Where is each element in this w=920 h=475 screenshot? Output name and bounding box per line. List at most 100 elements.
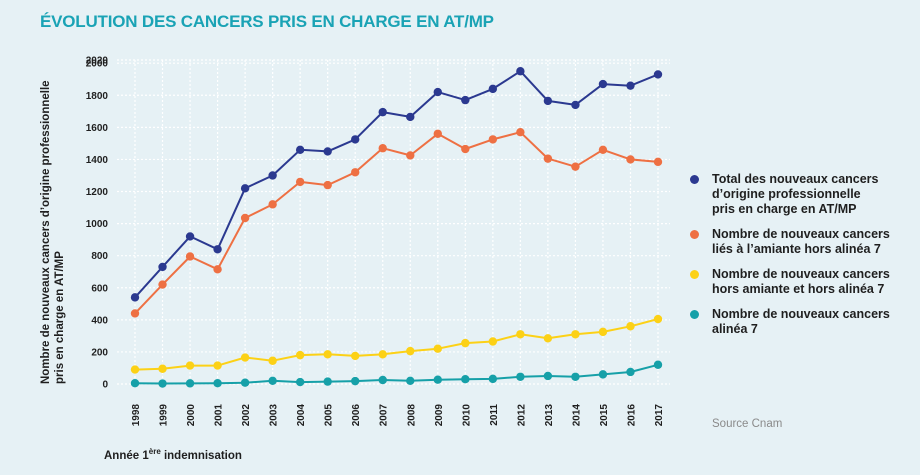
data-point xyxy=(130,293,140,302)
y-tick-label: 1600 xyxy=(86,123,109,134)
data-point xyxy=(406,112,415,122)
data-point xyxy=(323,180,332,190)
data-point xyxy=(433,129,442,138)
data-point xyxy=(295,145,305,155)
y-tick-label: 1000 xyxy=(86,219,109,230)
y-axis-label-line-2: pris en charge en AT/MP xyxy=(54,251,66,384)
x-axis-ticks: 1998 1999 2000 2001 2002 2003 2004 2005 2006 2007… xyxy=(131,404,665,427)
data-point xyxy=(571,162,580,171)
x-tick-label: 2011 xyxy=(489,404,500,426)
y-tick-label: 2000 xyxy=(86,59,109,70)
x-tick-label: 2014 xyxy=(571,404,582,427)
data-point xyxy=(461,144,470,154)
data-point xyxy=(543,96,553,106)
data-point xyxy=(130,378,140,388)
data-point xyxy=(378,350,387,359)
chart-grid xyxy=(117,59,670,385)
data-point xyxy=(571,372,580,381)
data-point xyxy=(213,265,222,274)
legend-item-total: Total des nouveaux cancers d’origine pro… xyxy=(690,172,915,217)
x-tick-label: 2000 xyxy=(186,404,197,427)
data-point xyxy=(240,184,250,193)
legend-label-total: Total des nouveaux cancers d’origine pro… xyxy=(712,172,879,216)
data-point xyxy=(653,70,663,79)
data-point xyxy=(295,377,305,387)
data-point xyxy=(488,337,498,346)
data-point xyxy=(406,346,415,356)
x-tick-label: 2015 xyxy=(599,404,610,427)
data-point xyxy=(433,87,442,97)
data-point xyxy=(351,351,360,361)
x-axis-label: Année 1ère indemnisation xyxy=(104,447,242,462)
data-point xyxy=(406,376,415,385)
x-tick-label: 2005 xyxy=(324,404,335,427)
data-point xyxy=(653,157,663,167)
data-point xyxy=(516,330,525,339)
y-tick-label: 1200 xyxy=(86,187,109,198)
x-axis-label-suffix: indemnisation xyxy=(160,449,242,462)
data-point xyxy=(626,155,635,164)
legend-label-alinea-7: Nombre de nouveaux cancers alinéa 7 xyxy=(712,307,890,336)
data-point xyxy=(516,372,525,381)
data-point xyxy=(351,168,360,177)
data-point xyxy=(351,135,360,144)
data-point xyxy=(461,338,470,348)
data-point xyxy=(158,262,167,272)
data-point xyxy=(240,213,250,223)
data-point xyxy=(323,377,332,386)
x-tick-label: 2002 xyxy=(241,404,252,427)
data-point xyxy=(626,322,635,331)
data-point xyxy=(571,330,580,339)
data-point xyxy=(598,327,608,337)
data-point xyxy=(240,353,250,362)
data-point xyxy=(185,361,195,370)
data-point xyxy=(378,144,387,153)
data-point xyxy=(295,350,305,360)
legend-marker-hors-amiante xyxy=(690,270,699,279)
legend-item-hors-amiante: Nombre de nouveaux cancers hors amiante … xyxy=(690,267,915,297)
data-point xyxy=(488,135,498,144)
y-tick-label: 1800 xyxy=(86,91,109,102)
data-point xyxy=(213,361,222,370)
legend-item-alinea-7: Nombre de nouveaux cancers alinéa 7 xyxy=(690,307,915,337)
x-tick-label: 2013 xyxy=(544,404,555,427)
page-title: ÉVOLUTION DES CANCERS PRIS EN CHARGE EN … xyxy=(40,12,494,31)
y-tick-label: 2020 xyxy=(86,56,109,67)
data-point xyxy=(653,314,663,324)
data-point xyxy=(213,378,222,388)
data-point xyxy=(378,375,387,385)
data-point xyxy=(406,151,415,160)
x-axis-label-superscript: ère xyxy=(148,447,161,456)
legend-marker-total xyxy=(690,175,699,184)
chart-legend: Total des nouveaux cancers d’origine pro… xyxy=(690,172,915,347)
y-axis-ticks: 0 200 400 600 800 1000 1200 1400 1600 1800 2000202… xyxy=(86,56,109,391)
data-point xyxy=(295,177,305,187)
legend-marker-amiante xyxy=(690,230,699,239)
data-point xyxy=(185,232,195,241)
y-tick-label: 0 xyxy=(102,380,108,391)
data-point xyxy=(185,379,195,388)
x-tick-label: 2007 xyxy=(379,404,390,427)
data-point xyxy=(461,374,470,384)
legend-item-amiante: Nombre de nouveaux cancers liés à l’amia… xyxy=(690,227,915,257)
data-point xyxy=(598,145,608,155)
data-point xyxy=(488,374,498,384)
data-point xyxy=(323,350,332,359)
data-point xyxy=(130,365,140,374)
data-point xyxy=(598,79,608,89)
y-axis-label-line-1: Nombre de nouveaux cancers d’origine pro… xyxy=(40,80,52,384)
legend-label-amiante: Nombre de nouveaux cancers liés à l’amia… xyxy=(712,227,890,256)
data-point xyxy=(433,344,442,353)
data-point xyxy=(268,200,277,209)
data-point xyxy=(378,107,387,117)
data-point xyxy=(130,309,140,318)
source-note: Source Cnam xyxy=(712,418,783,430)
x-tick-label: 2010 xyxy=(461,404,472,427)
data-point xyxy=(268,171,277,180)
data-point xyxy=(543,371,553,381)
data-point xyxy=(268,356,277,365)
data-point xyxy=(488,84,498,94)
data-point xyxy=(516,127,525,137)
data-point xyxy=(158,379,167,388)
legend-label-hors-amiante: Nombre de nouveaux cancers hors amiante … xyxy=(712,267,890,296)
